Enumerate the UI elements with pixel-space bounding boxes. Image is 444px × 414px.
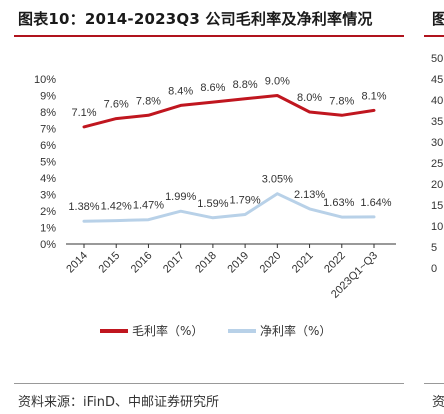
source-divider [14, 383, 404, 384]
title-bar: 图表10：2014-2023Q3 公司毛利率及净利率情况 图 [0, 0, 444, 37]
data-labels: 7.1% 7.6% 7.8% 8.4% 8.6% 8.8% 9.0% 8.0% 7.8% 8.1%… [68, 76, 391, 214]
right-axis-tick-label: 50 [431, 53, 443, 65]
data-label-gross-margin: 7.8% [136, 95, 161, 107]
source-note: 资料来源：iFinD、中邮证券研究所 [18, 395, 220, 410]
data-label-net-margin: 3.05% [262, 174, 293, 186]
data-label-net-margin: 2.13% [294, 189, 325, 201]
series-line-net-margin [82, 192, 376, 223]
data-label-gross-margin: 8.8% [233, 79, 258, 91]
y-tick-label: 1% [40, 223, 56, 235]
legend-swatch-gross-margin [100, 328, 128, 333]
right-axis-tick-label: 15 [431, 200, 443, 212]
data-label-net-margin: 1.42% [101, 201, 132, 213]
legend-swatch-net-margin [228, 328, 256, 333]
legend-item-gross-margin: 毛利率（%） [100, 322, 203, 339]
data-label-gross-margin: 7.1% [71, 107, 96, 119]
right-axis-tick-label: 20 [431, 179, 443, 191]
x-tick-label: 2021 [290, 250, 316, 276]
right-axis-tick-label: 5 [431, 242, 437, 254]
y-tick-label: 0% [40, 239, 56, 251]
series-line-gross-margin [82, 94, 376, 129]
x-tick-label: 2018 [193, 250, 219, 276]
y-tick-label: 6% [40, 140, 56, 152]
x-tick-label: 2022 [322, 250, 348, 276]
right-axis-tick-label: 35 [431, 116, 443, 128]
data-label-net-margin: 1.63% [323, 197, 354, 209]
y-tick-label: 9% [40, 91, 56, 103]
title-underline [14, 35, 404, 37]
data-label-net-margin: 1.99% [165, 191, 196, 203]
legend-item-net-margin: 净利率（%） [228, 322, 331, 339]
y-axis-ticks: 0% 1% 2% 3% 4% 5% 6% 7% 8% 9% 10% [34, 74, 56, 251]
x-tick-label: 2016 [129, 250, 155, 276]
adjacent-chart-title-fragment: 图 [432, 10, 444, 28]
right-axis-tick-label: 45 [431, 74, 443, 86]
legend-label-gross-margin: 毛利率（%） [132, 324, 204, 338]
data-label-gross-margin: 7.6% [104, 99, 129, 111]
x-tick-label: 2020 [258, 250, 284, 276]
right-axis-tick-label: 30 [431, 137, 443, 149]
y-tick-label: 4% [40, 173, 56, 185]
y-tick-label: 2% [40, 206, 56, 218]
adjacent-title-underline [424, 35, 444, 37]
x-tick-label: 2015 [97, 250, 123, 276]
data-label-net-margin: 1.38% [68, 201, 99, 213]
data-label-net-margin: 1.47% [133, 200, 164, 212]
x-tick-label: 2014 [64, 250, 90, 276]
right-axis-tick-label: 40 [431, 95, 443, 107]
data-label-net-margin: 1.59% [197, 198, 228, 210]
y-tick-label: 3% [40, 190, 56, 202]
data-label-gross-margin: 8.4% [168, 85, 193, 97]
data-label-net-margin: 1.79% [230, 194, 261, 206]
right-axis-tick-label: 0 [431, 263, 437, 275]
y-tick-label: 8% [40, 107, 56, 119]
data-label-gross-margin: 8.6% [200, 82, 225, 94]
legend: 毛利率（%） 净利率（%） [0, 322, 444, 342]
y-tick-label: 7% [40, 124, 56, 136]
adjacent-source-divider [424, 383, 444, 384]
right-axis-tick-label: 10 [431, 221, 443, 233]
right-axis-tick-label: 25 [431, 158, 443, 170]
x-axis-ticks: 2014 2015 2016 2017 2018 2019 2020 2021 20222023… [64, 244, 380, 301]
data-label-net-margin: 1.64% [360, 197, 391, 209]
data-label-gross-margin: 8.1% [361, 90, 386, 102]
chart-title: 图表10：2014-2023Q3 公司毛利率及净利率情况 [18, 10, 373, 28]
x-tick-label: 2019 [225, 250, 251, 276]
x-tick-label: 2017 [161, 250, 187, 276]
data-label-gross-margin: 7.8% [329, 95, 354, 107]
adjacent-source-fragment: 资 [432, 395, 444, 410]
legend-label-net-margin: 净利率（%） [260, 324, 332, 338]
y-tick-label: 5% [40, 157, 56, 169]
y-tick-label: 10% [34, 74, 56, 86]
data-label-gross-margin: 9.0% [265, 76, 290, 88]
data-label-gross-margin: 8.0% [297, 92, 322, 104]
series-lines [82, 94, 376, 223]
